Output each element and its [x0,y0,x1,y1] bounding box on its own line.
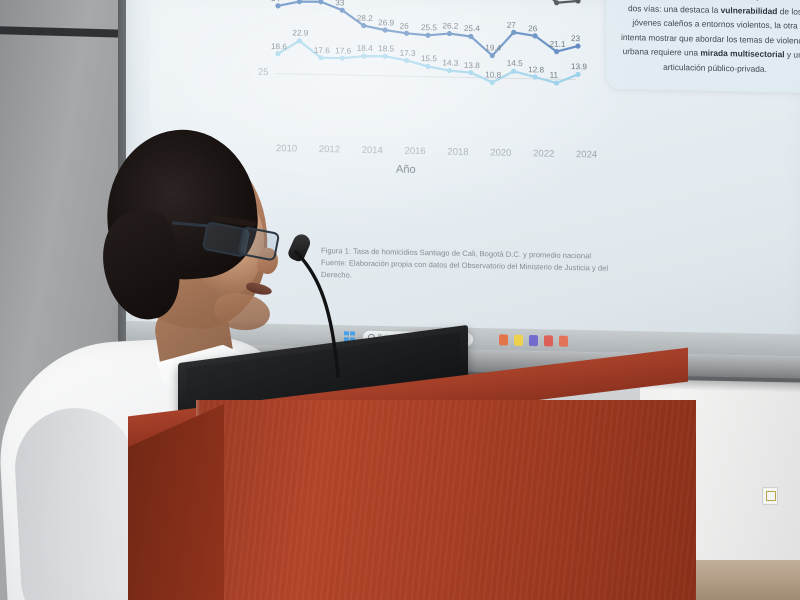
callout-paragraph-2: La motivación central de este Policy Bri… [620,0,800,74]
data-point [339,7,345,13]
data-point [425,32,431,38]
data-point [575,0,581,4]
taskbar-app-icon-5[interactable] [559,335,568,347]
data-label: 17.6 [335,46,352,56]
glasses-lens-right [237,225,281,262]
data-label: 26.9 [378,17,395,28]
data-label: 14.3 [442,58,459,68]
data-label: 19.4 [485,43,502,53]
data-label: 17.6 [313,45,330,55]
data-point [425,63,431,70]
taskbar-app-icon-2[interactable] [514,334,523,346]
data-point [275,3,281,9]
data-point [403,57,410,64]
data-label: 13.9 [571,62,587,72]
data-point [361,53,367,59]
data-label: 12.8 [528,64,545,75]
data-label: 10.8 [485,70,502,80]
speaker-person [0,108,437,600]
data-point [532,33,538,39]
data-point [446,68,453,74]
data-label: 13.8 [463,60,480,70]
data-point [339,55,345,61]
data-label: 23 [571,33,581,44]
data-point [468,70,474,76]
x-tick-2014: 2014 [361,144,383,157]
data-label: 14.5 [506,59,523,69]
slide-text-callout: comprendidos a profundidad. La motivació… [606,0,800,94]
data-point [403,30,410,36]
data-point [446,30,453,37]
data-label: 18.6 [271,41,287,51]
data-label: 34 [271,0,280,3]
data-label: 17.3 [399,48,416,58]
x-tick-2016: 2016 [404,145,426,158]
data-label: 18.4 [356,43,373,54]
taskbar-app-icon-4[interactable] [544,334,553,346]
data-label: 27 [506,20,516,30]
data-point [318,55,324,61]
x-tick-2018: 2018 [447,146,469,158]
data-label: 18.5 [378,44,395,54]
data-point [296,0,303,5]
microphone-gooseneck [294,250,340,378]
data-label: 22.9 [292,28,309,39]
data-point [553,48,560,55]
taskbar-app-icon-3[interactable] [529,334,538,346]
data-point [532,74,538,80]
data-point [361,23,367,29]
data-label: 26.2 [442,21,459,31]
taskbar-app-icon-1[interactable] [499,333,508,346]
wall-outlet-icon [762,487,778,505]
data-label: 25.5 [421,23,437,33]
chart-x-axis-label: Año [396,163,416,176]
podium-wood-grain [196,400,696,600]
data-label: 11 [549,70,559,81]
data-point [575,43,581,49]
data-label: 21.1 [549,39,566,49]
data-point [382,27,388,33]
taskbar-app-icons[interactable] [499,333,568,347]
shirt-shading [12,405,144,600]
x-tick-2022: 2022 [533,148,555,160]
data-label: 15.5 [421,54,437,64]
data-point [318,0,324,5]
data-label: 33 [335,0,345,8]
data-label: 28.2 [356,13,373,23]
x-tick-2020: 2020 [490,147,512,159]
data-point [468,33,474,40]
data-label: 26 [399,21,409,31]
data-label: 25.4 [463,24,480,34]
data-label: 26 [528,23,538,33]
podium-front-panel [196,400,696,600]
x-tick-2024: 2024 [576,149,598,161]
data-point [553,0,560,6]
data-point [382,53,388,59]
